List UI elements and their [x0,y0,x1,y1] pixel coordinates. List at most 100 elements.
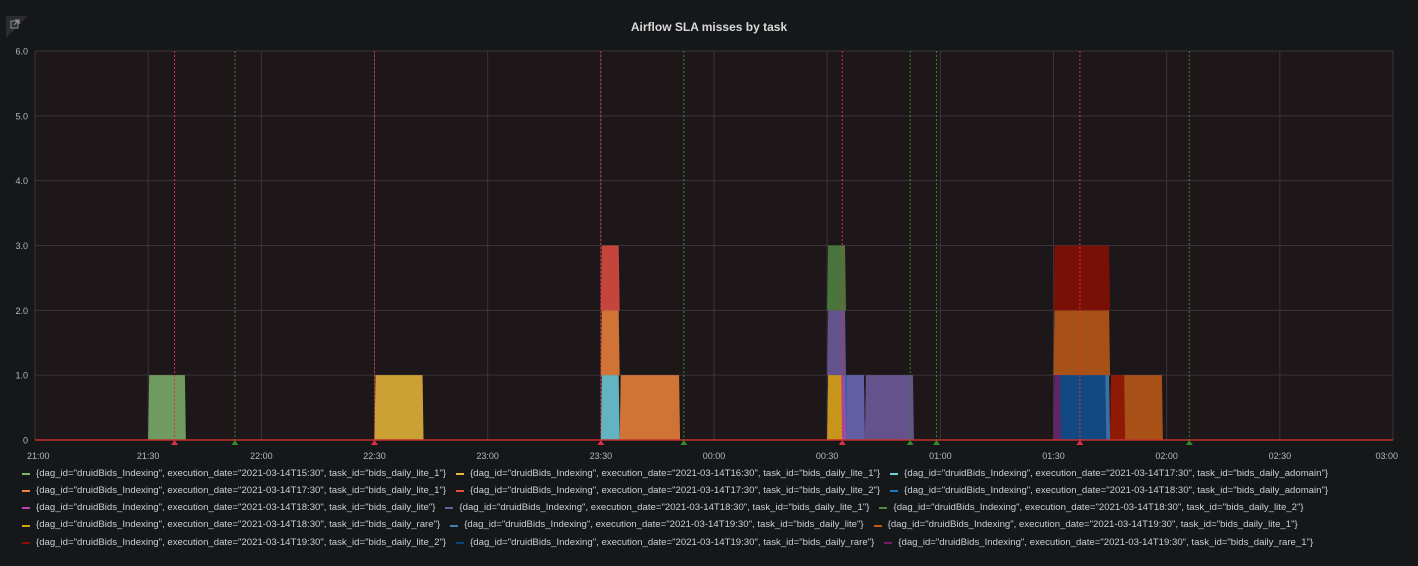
series-14-bar [1053,375,1062,440]
series-9-bar [827,375,843,440]
legend-row: {dag_id="druidBids_Indexing", execution_… [22,499,1402,516]
annotation-green-marker [680,440,688,445]
legend-label: {dag_id="druidBids_Indexing", execution_… [36,485,447,496]
legend-label: {dag_id="druidBids_Indexing", execution_… [36,467,447,479]
series-12-bar [1110,375,1126,440]
legend-item[interactable]: {dag_id="druidBids_Indexing", execution_… [890,483,1328,499]
legend-item[interactable]: {dag_id="druidBids_Indexing", execution_… [884,535,1313,551]
legend-swatch [456,490,465,493]
legend-item[interactable]: {dag_id="druidBids_Indexing", execution_… [456,483,880,499]
legend-label: {dag_id="druidBids_Indexing", execution_… [887,519,1298,531]
legend-swatch [890,473,899,475]
legend-label: {dag_id="druidBids_Indexing", execution_… [904,467,1329,479]
y-tick-label: 1.0 [15,371,28,381]
legend-item[interactable]: {dag_id="druidBids_Indexing", execution_… [456,535,874,551]
legend-row: {dag_id="druidBids_Indexing", execution_… [22,517,1402,534]
legend-item[interactable]: {dag_id="druidBids_Indexing", execution_… [445,500,869,516]
x-tick-label: 22:00 [250,451,273,460]
legend-item[interactable]: {dag_id="druidBids_Indexing", execution_… [22,517,440,533]
annotation-green-marker [231,440,239,445]
y-tick-label: 2.0 [15,306,28,316]
legend-swatch [890,490,899,493]
legend-swatch [456,473,465,475]
legend-label: {dag_id="druidBids_Indexing", execution_… [470,467,881,479]
x-tick-label: 03:00 [1375,451,1398,460]
legend-swatch [450,524,459,527]
legend-label: {dag_id="druidBids_Indexing", execution_… [36,502,436,514]
legend-item[interactable]: {dag_id="druidBids_Indexing", execution_… [22,466,446,482]
share-icon[interactable] [6,16,28,38]
legend-swatch [22,507,30,510]
x-tick-label: 00:00 [703,451,726,460]
legend: {dag_id="druidBids_Indexing", execution_… [22,465,1402,551]
legend-label: {dag_id="druidBids_Indexing", execution_… [36,536,447,548]
legend-swatch [879,507,888,510]
series-2-bar [600,375,620,440]
x-tick-label: 22:30 [363,451,386,460]
legend-swatch [22,541,30,544]
series-0-bar [148,375,186,440]
y-tick-label: 4.0 [15,176,28,186]
legend-label: {dag_id="druidBids_Indexing", execution_… [470,536,875,548]
legend-swatch [22,490,30,493]
series-8-bar [827,245,847,311]
legend-item[interactable]: {dag_id="druidBids_Indexing", execution_… [890,466,1328,482]
legend-item[interactable]: {dag_id="druidBids_Indexing", execution_… [22,500,435,516]
annotation-red-marker [1076,440,1084,445]
legend-swatch [22,524,30,527]
series-11-bar [1053,310,1111,376]
series-3-bar [619,375,681,440]
y-tick-label: 3.0 [15,241,28,251]
annotation-red-marker [171,440,179,445]
legend-label: {dag_id="druidBids_Indexing", execution_… [36,519,441,531]
panel-title: Airflow SLA misses by task [630,20,788,34]
legend-row: {dag_id="druidBids_Indexing", execution_… [22,465,1402,482]
x-tick-label: 01:30 [1042,451,1065,460]
x-tick-label: 00:30 [816,451,839,460]
legend-label: {dag_id="druidBids_Indexing", execution_… [470,485,881,496]
x-tick-label: 23:00 [476,451,499,460]
legend-swatch [445,507,454,510]
legend-swatch [884,541,893,544]
legend-item[interactable]: {dag_id="druidBids_Indexing", execution_… [456,466,880,482]
series-4-bar [600,245,620,311]
y-tick-label: 5.0 [15,111,28,121]
legend-label: {dag_id="druidBids_Indexing", execution_… [904,485,1329,496]
chart-area: 0 1.0 2.0 3.0 4.0 5.0 6.0 21:00 21:30 22:00 22:30 2… [15,47,1398,461]
legend-row: {dag_id="druidBids_Indexing", execution_… [22,534,1402,551]
legend-label: {dag_id="druidBids_Indexing", execution_… [893,502,1304,514]
x-tick-label: 01:00 [929,451,952,460]
series-7-bar [827,310,847,376]
legend-label: {dag_id="druidBids_Indexing", execution_… [898,536,1314,548]
annotation-green-marker [906,440,914,445]
annotation-red-marker [597,440,605,445]
legend-swatch [22,473,30,475]
y-tick-label: 0 [23,436,28,446]
series-3-bar [600,310,620,376]
x-tick-label: 02:30 [1269,451,1292,460]
legend-item[interactable]: {dag_id="druidBids_Indexing", execution_… [22,535,446,551]
legend-item[interactable]: {dag_id="druidBids_Indexing", execution_… [22,483,446,499]
series-12-bar [1053,245,1111,311]
series-1-bar [374,375,424,440]
x-tick-label: 23:30 [590,451,613,460]
legend-swatch [873,524,882,527]
x-tick-label: 21:30 [137,451,160,460]
x-tick-label: 02:00 [1155,451,1178,460]
legend-label: {dag_id="druidBids_Indexing", execution_… [459,502,870,514]
x-tick-label: 21:00 [27,451,50,460]
legend-item[interactable]: {dag_id="druidBids_Indexing", execution_… [450,517,864,533]
legend-item[interactable]: {dag_id="druidBids_Indexing", execution_… [873,517,1298,533]
annotation-green-marker [1185,440,1193,445]
series-7-bar [846,375,865,440]
annotation-red-marker [371,440,378,445]
annotation-red-marker [838,440,846,445]
y-tick-label: 6.0 [15,47,28,57]
legend-row: {dag_id="druidBids_Indexing", execution_… [22,482,1402,499]
legend-label: {dag_id="druidBids_Indexing", execution_… [464,519,864,531]
series-7-bar [864,375,914,440]
legend-item[interactable]: {dag_id="druidBids_Indexing", execution_… [879,500,1304,516]
legend-swatch [456,541,465,544]
annotation-green-marker [933,440,941,445]
